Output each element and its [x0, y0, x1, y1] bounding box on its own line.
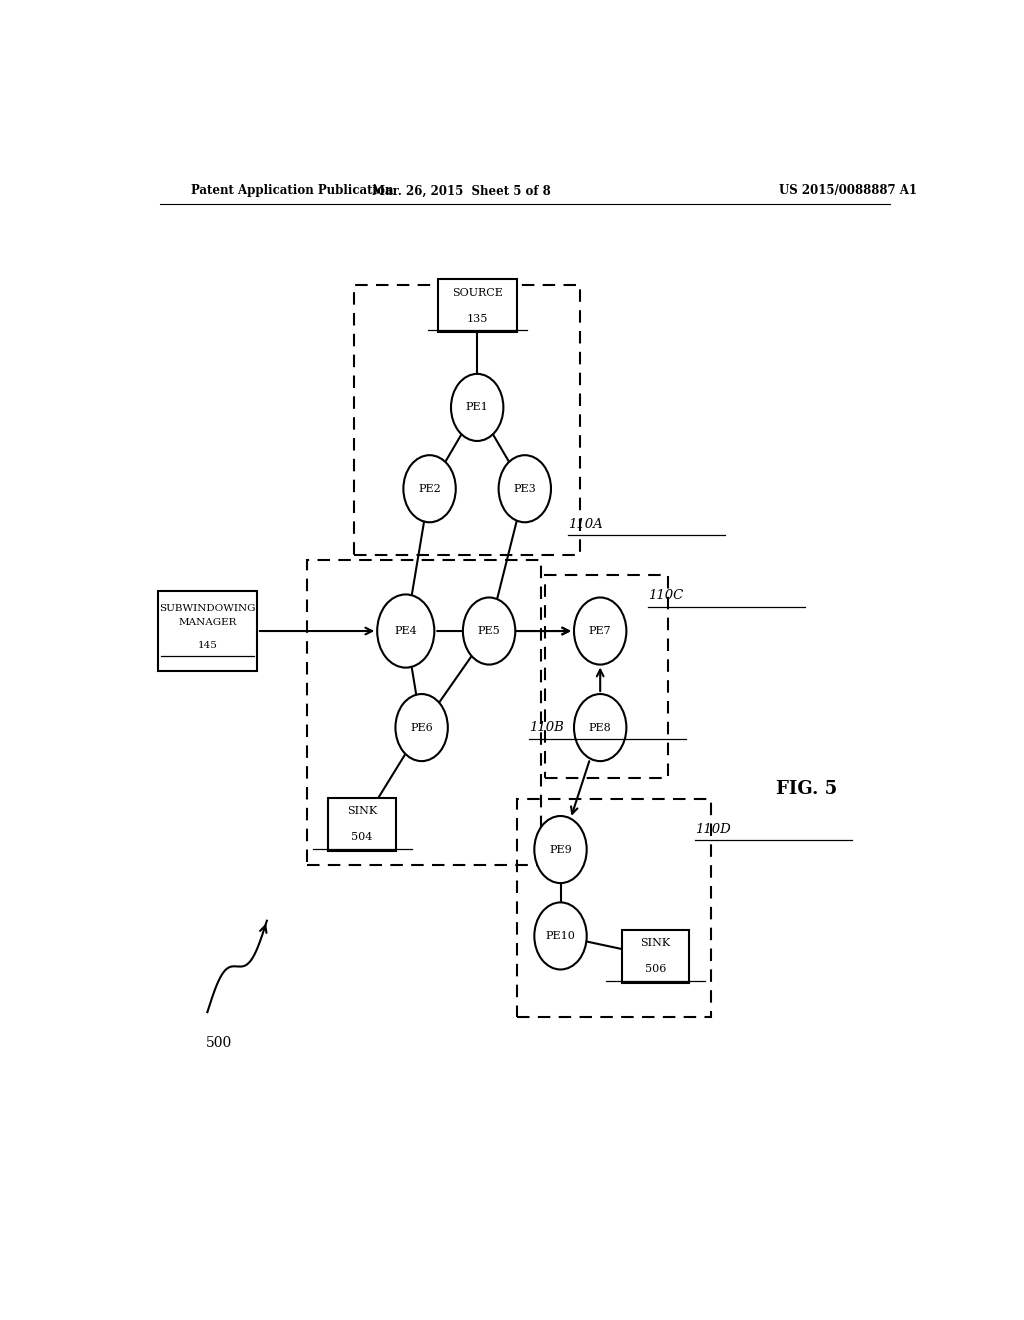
Text: PE3: PE3: [513, 483, 537, 494]
FancyBboxPatch shape: [622, 929, 689, 982]
Circle shape: [535, 816, 587, 883]
Text: SINK: SINK: [347, 807, 377, 816]
Text: 110B: 110B: [528, 721, 563, 734]
Text: SINK: SINK: [641, 939, 671, 948]
Circle shape: [499, 455, 551, 523]
Circle shape: [463, 598, 515, 664]
Text: PE9: PE9: [549, 845, 571, 854]
Text: PE8: PE8: [589, 722, 611, 733]
Text: SOURCE: SOURCE: [452, 288, 503, 297]
Text: 145: 145: [198, 640, 217, 649]
Text: Patent Application Publication: Patent Application Publication: [191, 185, 394, 198]
Circle shape: [403, 455, 456, 523]
FancyBboxPatch shape: [158, 591, 257, 671]
Text: 110D: 110D: [695, 822, 731, 836]
Text: PE4: PE4: [394, 626, 417, 636]
Text: 110A: 110A: [568, 517, 603, 531]
Text: PE6: PE6: [411, 722, 433, 733]
Text: 500: 500: [206, 1036, 232, 1049]
Text: PE2: PE2: [418, 483, 441, 494]
Text: PE7: PE7: [589, 626, 611, 636]
Text: 135: 135: [467, 314, 487, 323]
Circle shape: [574, 598, 627, 664]
Text: FIG. 5: FIG. 5: [776, 780, 838, 797]
Text: 506: 506: [645, 965, 667, 974]
Text: Mar. 26, 2015  Sheet 5 of 8: Mar. 26, 2015 Sheet 5 of 8: [372, 185, 551, 198]
Text: 110C: 110C: [648, 589, 683, 602]
Text: 504: 504: [351, 833, 373, 842]
Text: PE5: PE5: [478, 626, 501, 636]
Circle shape: [377, 594, 434, 668]
FancyBboxPatch shape: [329, 797, 396, 850]
Circle shape: [395, 694, 447, 762]
Text: US 2015/0088887 A1: US 2015/0088887 A1: [778, 185, 916, 198]
FancyBboxPatch shape: [437, 280, 517, 333]
Circle shape: [574, 694, 627, 762]
Text: SUBWINDOWING: SUBWINDOWING: [159, 605, 256, 614]
Text: PE10: PE10: [546, 931, 575, 941]
Circle shape: [451, 374, 504, 441]
Circle shape: [535, 903, 587, 969]
Text: PE1: PE1: [466, 403, 488, 412]
Text: MANAGER: MANAGER: [178, 618, 237, 627]
